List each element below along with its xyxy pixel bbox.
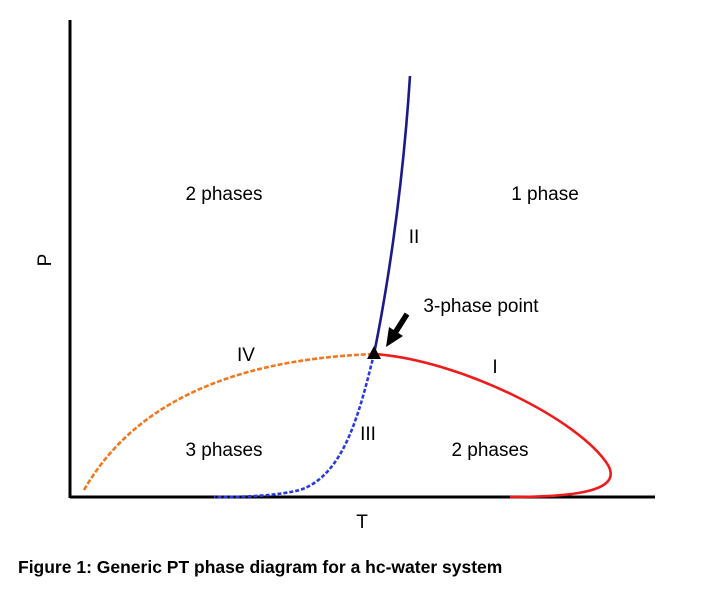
curve-iv: [82, 352, 375, 491]
x-axis-label: T: [356, 512, 368, 533]
y-axis-label: P: [35, 254, 56, 267]
region-label-lower-right: 2 phases: [451, 440, 528, 461]
curve-ii: [372, 75, 412, 355]
figure-caption: Figure 1: Generic PT phase diagram for a…: [18, 557, 503, 577]
triple-point-label: 3-phase point: [423, 296, 539, 317]
curve-label-ii: II: [409, 227, 420, 248]
triple-point-marker: [367, 346, 381, 359]
region-label-upper-right: 1 phase: [511, 184, 579, 205]
region-label-lower-left: 3 phases: [185, 440, 262, 461]
curve-iii: [213, 353, 376, 499]
curve-label-iii: III: [360, 424, 376, 445]
arrow-icon: [386, 312, 410, 347]
region-label-upper-left: 2 phases: [185, 184, 262, 205]
curve-label-iv: IV: [237, 345, 255, 366]
curve-i: [373, 352, 612, 499]
curve-label-i: I: [492, 357, 497, 378]
